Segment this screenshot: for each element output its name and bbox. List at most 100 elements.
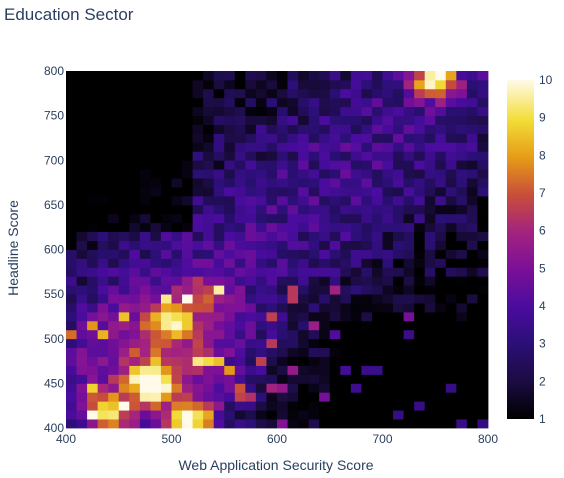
heatmap-cell xyxy=(160,320,172,331)
heatmap-cell xyxy=(171,115,183,125)
heatmap-cell xyxy=(66,267,77,277)
heatmap-cell xyxy=(129,79,141,90)
heatmap-cell xyxy=(76,320,88,331)
heatmap-cell xyxy=(192,392,204,402)
heatmap-cell xyxy=(393,401,404,411)
heatmap-cell xyxy=(118,311,130,322)
heatmap-cell xyxy=(435,71,447,81)
heatmap-cell xyxy=(435,231,447,241)
heatmap-cell xyxy=(129,338,141,349)
heatmap-cell xyxy=(87,79,99,90)
heatmap-cell xyxy=(340,79,352,90)
heatmap-cell xyxy=(298,195,310,206)
heatmap-cell xyxy=(319,267,331,277)
heatmap-cell xyxy=(266,79,278,90)
heatmap-cell xyxy=(298,115,310,125)
heatmap-cell xyxy=(129,195,141,206)
heatmap-cell xyxy=(277,285,288,295)
heatmap-cell xyxy=(298,303,310,313)
heatmap-cell xyxy=(466,356,478,366)
heatmap-cell xyxy=(424,71,436,81)
heatmap-cell xyxy=(224,267,236,277)
heatmap-cell xyxy=(192,97,204,108)
heatmap-cell xyxy=(456,151,468,161)
heatmap-cell xyxy=(466,267,478,277)
heatmap-cell xyxy=(277,347,288,357)
heatmap-cell xyxy=(371,97,383,108)
heatmap-cell xyxy=(477,187,489,197)
heatmap-cell xyxy=(192,187,204,197)
heatmap-cell xyxy=(129,106,141,117)
heatmap-cell xyxy=(329,267,341,277)
heatmap-cell xyxy=(266,169,278,179)
heatmap-cell xyxy=(66,133,77,143)
heatmap-cell xyxy=(361,285,373,295)
heatmap-cell xyxy=(150,258,162,268)
heatmap-cell xyxy=(371,115,383,125)
heatmap-cell xyxy=(414,276,426,286)
heatmap-cell xyxy=(213,303,225,313)
heatmap-cell xyxy=(160,222,172,233)
heatmap-cell xyxy=(97,303,109,313)
heatmap-cell xyxy=(203,347,215,357)
heatmap-cell xyxy=(319,97,331,108)
heatmap-cell xyxy=(97,124,109,134)
heatmap-cell xyxy=(298,169,310,179)
heatmap-cell xyxy=(76,347,88,357)
heatmap-cell xyxy=(340,115,352,125)
heatmap-cell xyxy=(245,285,257,295)
heatmap-cell xyxy=(66,392,77,402)
heatmap-cell xyxy=(234,419,246,429)
heatmap-cell xyxy=(245,383,257,393)
heatmap-cell xyxy=(108,383,120,393)
heatmap-cell xyxy=(118,222,130,233)
heatmap-cell xyxy=(182,115,193,125)
heatmap-cell xyxy=(160,383,172,393)
heatmap-cell xyxy=(160,267,172,277)
heatmap-cell xyxy=(97,383,109,393)
heatmap-cell xyxy=(150,142,162,152)
heatmap-cell xyxy=(118,204,130,215)
heatmap-cell xyxy=(382,338,394,349)
heatmap-cell xyxy=(182,169,193,179)
heatmap-cell xyxy=(350,249,362,259)
heatmap-cell xyxy=(160,356,172,366)
heatmap-cell xyxy=(150,222,162,233)
x-axis-title: Web Application Security Score xyxy=(178,457,373,473)
heatmap-cell xyxy=(393,276,404,286)
heatmap-cell xyxy=(76,410,88,420)
heatmap-cell xyxy=(182,240,193,250)
heatmap-cell xyxy=(97,356,109,366)
heatmap-cell xyxy=(139,160,151,170)
heatmap-cell xyxy=(435,115,447,125)
heatmap-cell xyxy=(171,240,183,250)
heatmap-cell xyxy=(108,187,120,197)
heatmap-cell xyxy=(129,419,141,429)
heatmap-cell xyxy=(277,258,288,268)
heatmap-cell xyxy=(203,106,215,117)
heatmap-cell xyxy=(160,187,172,197)
heatmap-cell xyxy=(435,97,447,108)
heatmap-cell xyxy=(414,187,426,197)
heatmap-cell xyxy=(477,303,489,313)
heatmap-cell xyxy=(340,195,352,206)
heatmap-cell xyxy=(361,169,373,179)
heatmap-cell xyxy=(160,401,172,411)
heatmap-cell xyxy=(97,311,109,322)
heatmap-cell xyxy=(424,133,436,143)
heatmap-cell xyxy=(118,187,130,197)
heatmap-cell xyxy=(287,347,299,357)
heatmap-cell xyxy=(171,142,183,152)
heatmap-cell xyxy=(255,294,267,304)
heatmap-cell xyxy=(192,106,204,117)
heatmap-cell xyxy=(466,401,478,411)
heatmap-cell xyxy=(160,338,172,349)
heatmap-cell xyxy=(234,88,246,99)
heatmap-cell xyxy=(87,294,99,304)
heatmap-cell xyxy=(245,311,257,322)
heatmap-cell xyxy=(97,347,109,357)
heatmap-cell xyxy=(66,213,77,224)
heatmap-cell xyxy=(118,347,130,357)
heatmap-cell xyxy=(350,231,362,241)
heatmap-cell xyxy=(319,303,331,313)
